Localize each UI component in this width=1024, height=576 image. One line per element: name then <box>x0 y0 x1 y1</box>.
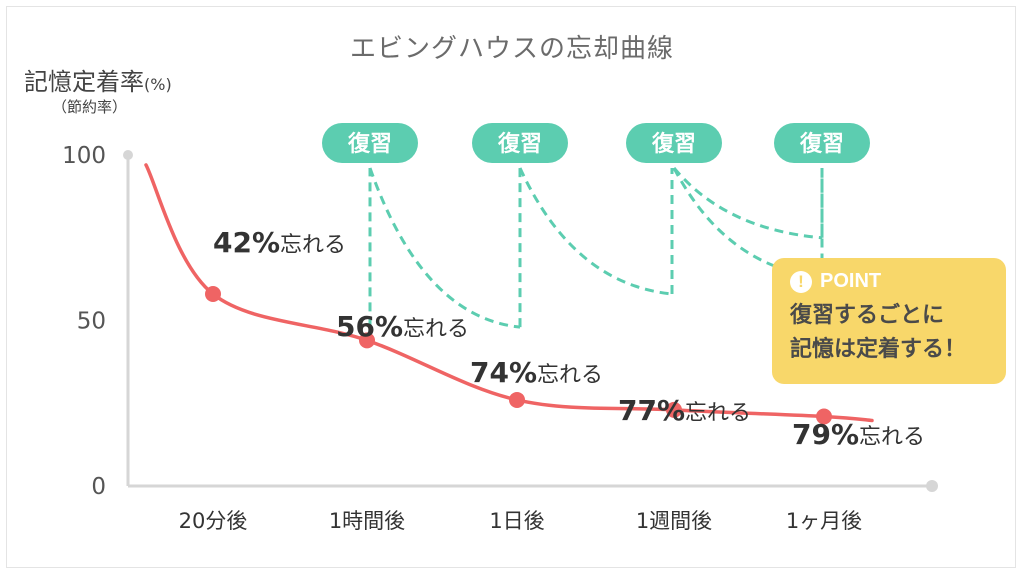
forget-percent-value: 79% <box>792 418 859 451</box>
point-title: POINT <box>820 270 882 292</box>
point-line-2: 記憶は定着する！ <box>790 337 967 362</box>
forget-percent-label: 74%忘れる <box>470 356 603 389</box>
y-tick-label: 50 <box>77 309 106 335</box>
curve-data-point <box>205 286 221 303</box>
review-pill <box>774 123 870 163</box>
forget-percent-text: 忘れる <box>280 233 346 258</box>
review-decay-curve <box>518 167 673 296</box>
x-tick-label: 1日後 <box>489 509 544 533</box>
curve-data-point <box>359 332 375 349</box>
forget-percent-text: 忘れる <box>403 317 469 342</box>
forget-percent-value: 74% <box>470 356 537 389</box>
review-pill <box>472 123 568 163</box>
exclamation-icon: ! <box>790 270 812 293</box>
review-pill <box>322 123 418 163</box>
point-callout: ! POINT 復習するごとに 記憶は定着する！ <box>772 258 1006 384</box>
forget-percent-value: 77% <box>618 394 685 427</box>
y-axis-label-sub: （節約率） <box>52 98 128 116</box>
chart-title: エビングハウスの忘却曲線 <box>349 34 674 64</box>
review-pill <box>626 123 722 163</box>
y-axis-label-unit: (%) <box>144 75 172 94</box>
curve-data-point <box>816 408 832 425</box>
curve-data-point <box>509 391 525 408</box>
forget-percent-text: 忘れる <box>685 401 751 426</box>
x-tick-label: 1週間後 <box>636 509 712 533</box>
point-line-1: 復習するごとに <box>790 303 945 328</box>
curve-data-point <box>666 401 682 418</box>
forget-percent-value: 56% <box>336 310 403 343</box>
forget-percent-text: 忘れる <box>537 363 603 388</box>
y-axis-label: 記憶定着率(%) （節約率） <box>24 62 172 116</box>
x-axis-cap <box>926 480 938 492</box>
review-pill-label: 復習 <box>497 131 542 157</box>
x-tick-label: 1時間後 <box>329 509 405 533</box>
review-decay-curve <box>672 167 823 240</box>
review-pill-label: 復習 <box>347 131 392 157</box>
review-decay-curve <box>368 167 521 329</box>
y-tick-label: 100 <box>62 143 106 169</box>
forget-percent-label: 56%忘れる <box>336 310 469 343</box>
y-axis-cap <box>123 150 133 160</box>
x-tick-label: 1ヶ月後 <box>786 509 862 533</box>
point-text: 復習するごとに 記憶は定着する！ <box>790 299 988 367</box>
x-tick-label: 20分後 <box>179 509 248 533</box>
forget-percent-label: 79%忘れる <box>792 418 925 451</box>
forget-percent-label: 42%忘れる <box>213 226 346 259</box>
review-pill-label: 復習 <box>799 131 844 157</box>
forget-percent-text: 忘れる <box>859 425 925 450</box>
forget-percent-label: 77%忘れる <box>618 394 751 427</box>
forget-percent-value: 42% <box>213 226 280 259</box>
y-axis-label-main: 記憶定着率 <box>24 68 144 96</box>
review-pill-label: 復習 <box>651 131 696 157</box>
y-tick-label: 0 <box>91 474 106 500</box>
